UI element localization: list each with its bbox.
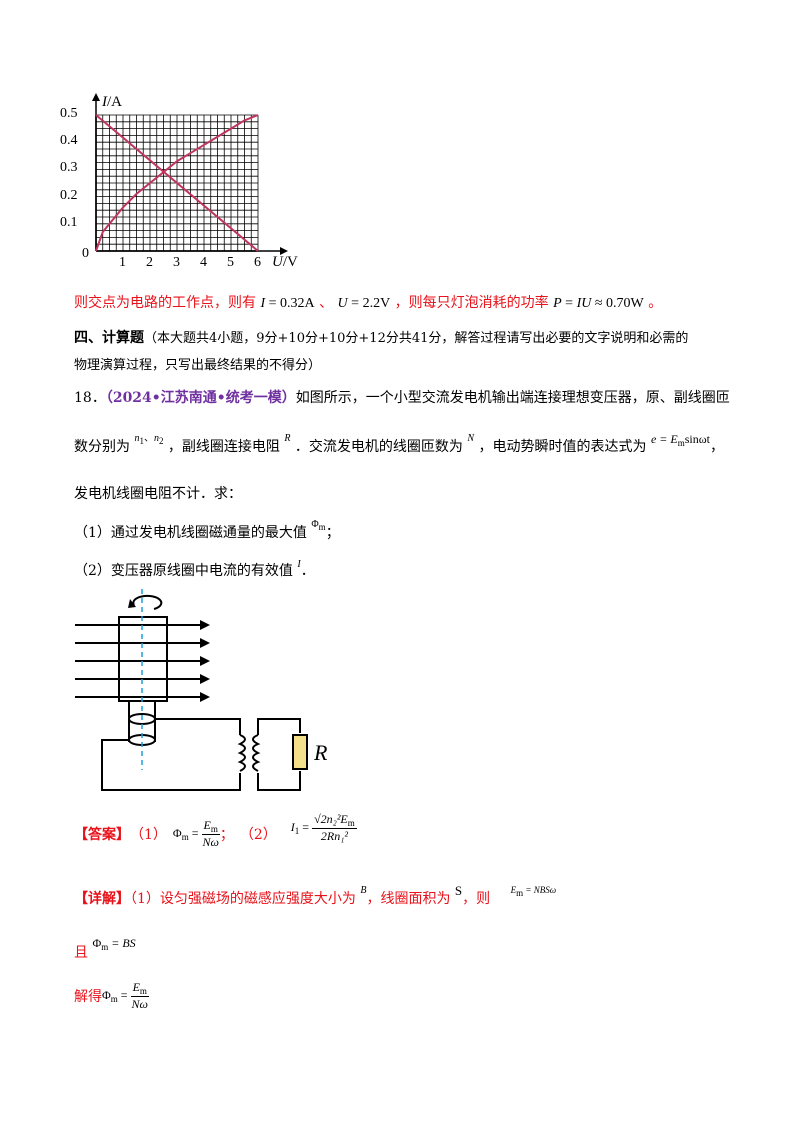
q-text: ．交流发电机的线圈匝数为 xyxy=(294,439,463,455)
series-line-2 xyxy=(95,114,259,252)
graph-canvas xyxy=(92,93,288,255)
coil-frame xyxy=(118,616,168,702)
question-part1: （1）通过发电机线圈磁通量的最大值 Φm； xyxy=(74,519,340,542)
current-expression: I = 0.32A xyxy=(260,296,315,311)
resistor-label: R xyxy=(314,740,328,765)
detail-line1: 【详解】（1）设匀强磁场的磁感应强度大小为 B，线圈面积为 S，则 Em = N… xyxy=(74,883,557,908)
answer-part2-label: （2） xyxy=(239,827,277,843)
x-axis-arrowhead xyxy=(280,247,288,255)
field-symbol: B xyxy=(360,885,367,896)
answer-separator: ； xyxy=(219,827,234,843)
y-tick-label: 0.4 xyxy=(60,133,78,149)
iu-graph: I/A U/V 0 0.5 0.4 0.3 0.2 0.1 1 2 3 4 5 6 xyxy=(60,88,310,278)
magnetic-field-lines xyxy=(75,624,205,698)
resistor-symbol: R xyxy=(284,433,291,444)
period: 。 xyxy=(648,295,663,311)
question-line1: 18．（2024•江苏南通•统考一模）如图所示，一个小型交流发电机输出端连接理想… xyxy=(74,387,730,407)
detail-text: （1）设匀强磁场的磁感应强度大小为 xyxy=(130,891,356,907)
question-part2: （2）变压器原线圈中电流的有效值 I． xyxy=(74,559,315,580)
q-text: ． xyxy=(300,563,315,579)
x-tick-label: 1 xyxy=(119,255,126,270)
voltage-expression: U = 2.2V xyxy=(337,296,391,311)
detail-text: ，则 xyxy=(462,891,491,907)
answer-part1-label: （1） xyxy=(130,827,167,843)
detail-line2: 且 Φm = BS xyxy=(74,932,136,961)
emf-max-formula: Em = NBSω xyxy=(510,885,557,898)
answer-tag: 【答案】 xyxy=(74,827,130,843)
part1-text: （1）通过发电机线圈磁通量的最大值 xyxy=(74,525,307,541)
question-line2: 数分别为 n1、n2 ，副线圈连接电阻 R ．交流发电机的线圈匝数为 N ，电动… xyxy=(74,432,724,456)
current-symbol: I xyxy=(297,559,301,570)
y-tick-label: 0.2 xyxy=(60,187,78,203)
coil-turns-symbol: N xyxy=(467,433,475,444)
separator: 、 xyxy=(319,295,334,311)
generator-figure: R xyxy=(70,585,350,795)
emf-expression: e = Emsinωt xyxy=(650,432,710,448)
part2-text: （2）变压器原线圈中电流的有效值 xyxy=(74,563,293,579)
working-point-text: 则交点为电路的工作点，则有 xyxy=(74,295,256,311)
rotation-arrowhead xyxy=(128,599,136,608)
q-text: ， xyxy=(709,439,724,455)
power-text: ，则每只灯泡消耗的功率 xyxy=(394,295,549,311)
question-text: 如图所示，一个小型交流发电机输出端连接理想变压器，原、副线圈匝 xyxy=(295,390,730,406)
question-number: 18． xyxy=(74,390,106,406)
q-text: ； xyxy=(325,525,340,541)
generator-diagram xyxy=(75,589,308,791)
x-tick-label: 3 xyxy=(173,255,180,270)
turns-n1: n1 xyxy=(134,433,144,446)
q-text: 数分别为 xyxy=(74,439,130,455)
y-tick-label: 0.3 xyxy=(60,160,78,176)
y-tick-label: 0.5 xyxy=(60,106,78,121)
origin-label: 0 xyxy=(82,246,89,261)
section-header: 四、计算题（本大题共4小题，9分+10分+10分+12分共41分，解答过程请写出… xyxy=(74,327,688,347)
section-note: （本大题共4小题，9分+10分+10分+12分共41分，解答过程请写出必要的文字… xyxy=(144,331,689,346)
y-tick-label: 0.1 xyxy=(60,214,78,230)
resistor xyxy=(292,734,308,770)
detail-tag: 【详解】 xyxy=(74,891,130,907)
answer-current-formula: I1 = √2n₂²Em 2Rn₁² xyxy=(290,812,357,843)
rotation-arrow-icon xyxy=(132,594,163,610)
solved-flux-formula: Φm = Em Nω xyxy=(102,980,149,1011)
x-tick-label: 6 xyxy=(254,255,261,270)
answer-line: 【答案】 （1） Φm = Em Nω ； （2） I1 = √2n₂²Em 2Rn… xyxy=(74,812,357,850)
turns-n2: n2 xyxy=(153,433,164,446)
circuit-wires xyxy=(101,718,301,791)
x-tick-label: 4 xyxy=(200,255,207,270)
power-expression: P = IU ≈ 0.70W xyxy=(553,296,644,311)
question-source: （2024•江苏南通•统考一模） xyxy=(105,390,296,406)
flux-max-symbol: Φm xyxy=(311,519,326,532)
q-text: ，电动势瞬时值的表达式为 xyxy=(478,439,647,455)
detail-line3: 解得 Φm = Em Nω xyxy=(74,980,149,1012)
turns-sep: 、 xyxy=(143,433,154,444)
field-arrowheads xyxy=(200,620,210,702)
flux-formula: Φm = BS xyxy=(92,936,136,952)
section-title: 四、计算题 xyxy=(74,330,144,346)
q-text: ，副线圈连接电阻 xyxy=(167,439,280,455)
x-axis-label: U/V xyxy=(272,254,298,270)
detail-text: ，线圈面积为 xyxy=(366,891,451,907)
answer-flux-formula: Φm = Em Nω xyxy=(172,818,220,849)
y-axis-arrowhead xyxy=(92,93,100,101)
x-tick-label: 5 xyxy=(227,255,234,270)
x-tick-label: 2 xyxy=(146,255,153,270)
secondary-coil xyxy=(252,734,261,772)
series-line-1 xyxy=(95,114,259,252)
detail-solve: 解得 xyxy=(74,989,102,1005)
y-axis-label: I/A xyxy=(102,94,122,110)
working-point-line: 则交点为电路的工作点，则有 I = 0.32A 、 U = 2.2V ，则每只灯… xyxy=(74,292,662,312)
detail-and: 且 xyxy=(74,945,88,961)
section-note-line2: 物理演算过程，只写出最终结果的不得分） xyxy=(74,358,322,373)
question-line3: 发电机线圈电阻不计．求： xyxy=(74,486,242,502)
area-symbol: S xyxy=(454,883,463,898)
primary-coil xyxy=(237,734,246,772)
